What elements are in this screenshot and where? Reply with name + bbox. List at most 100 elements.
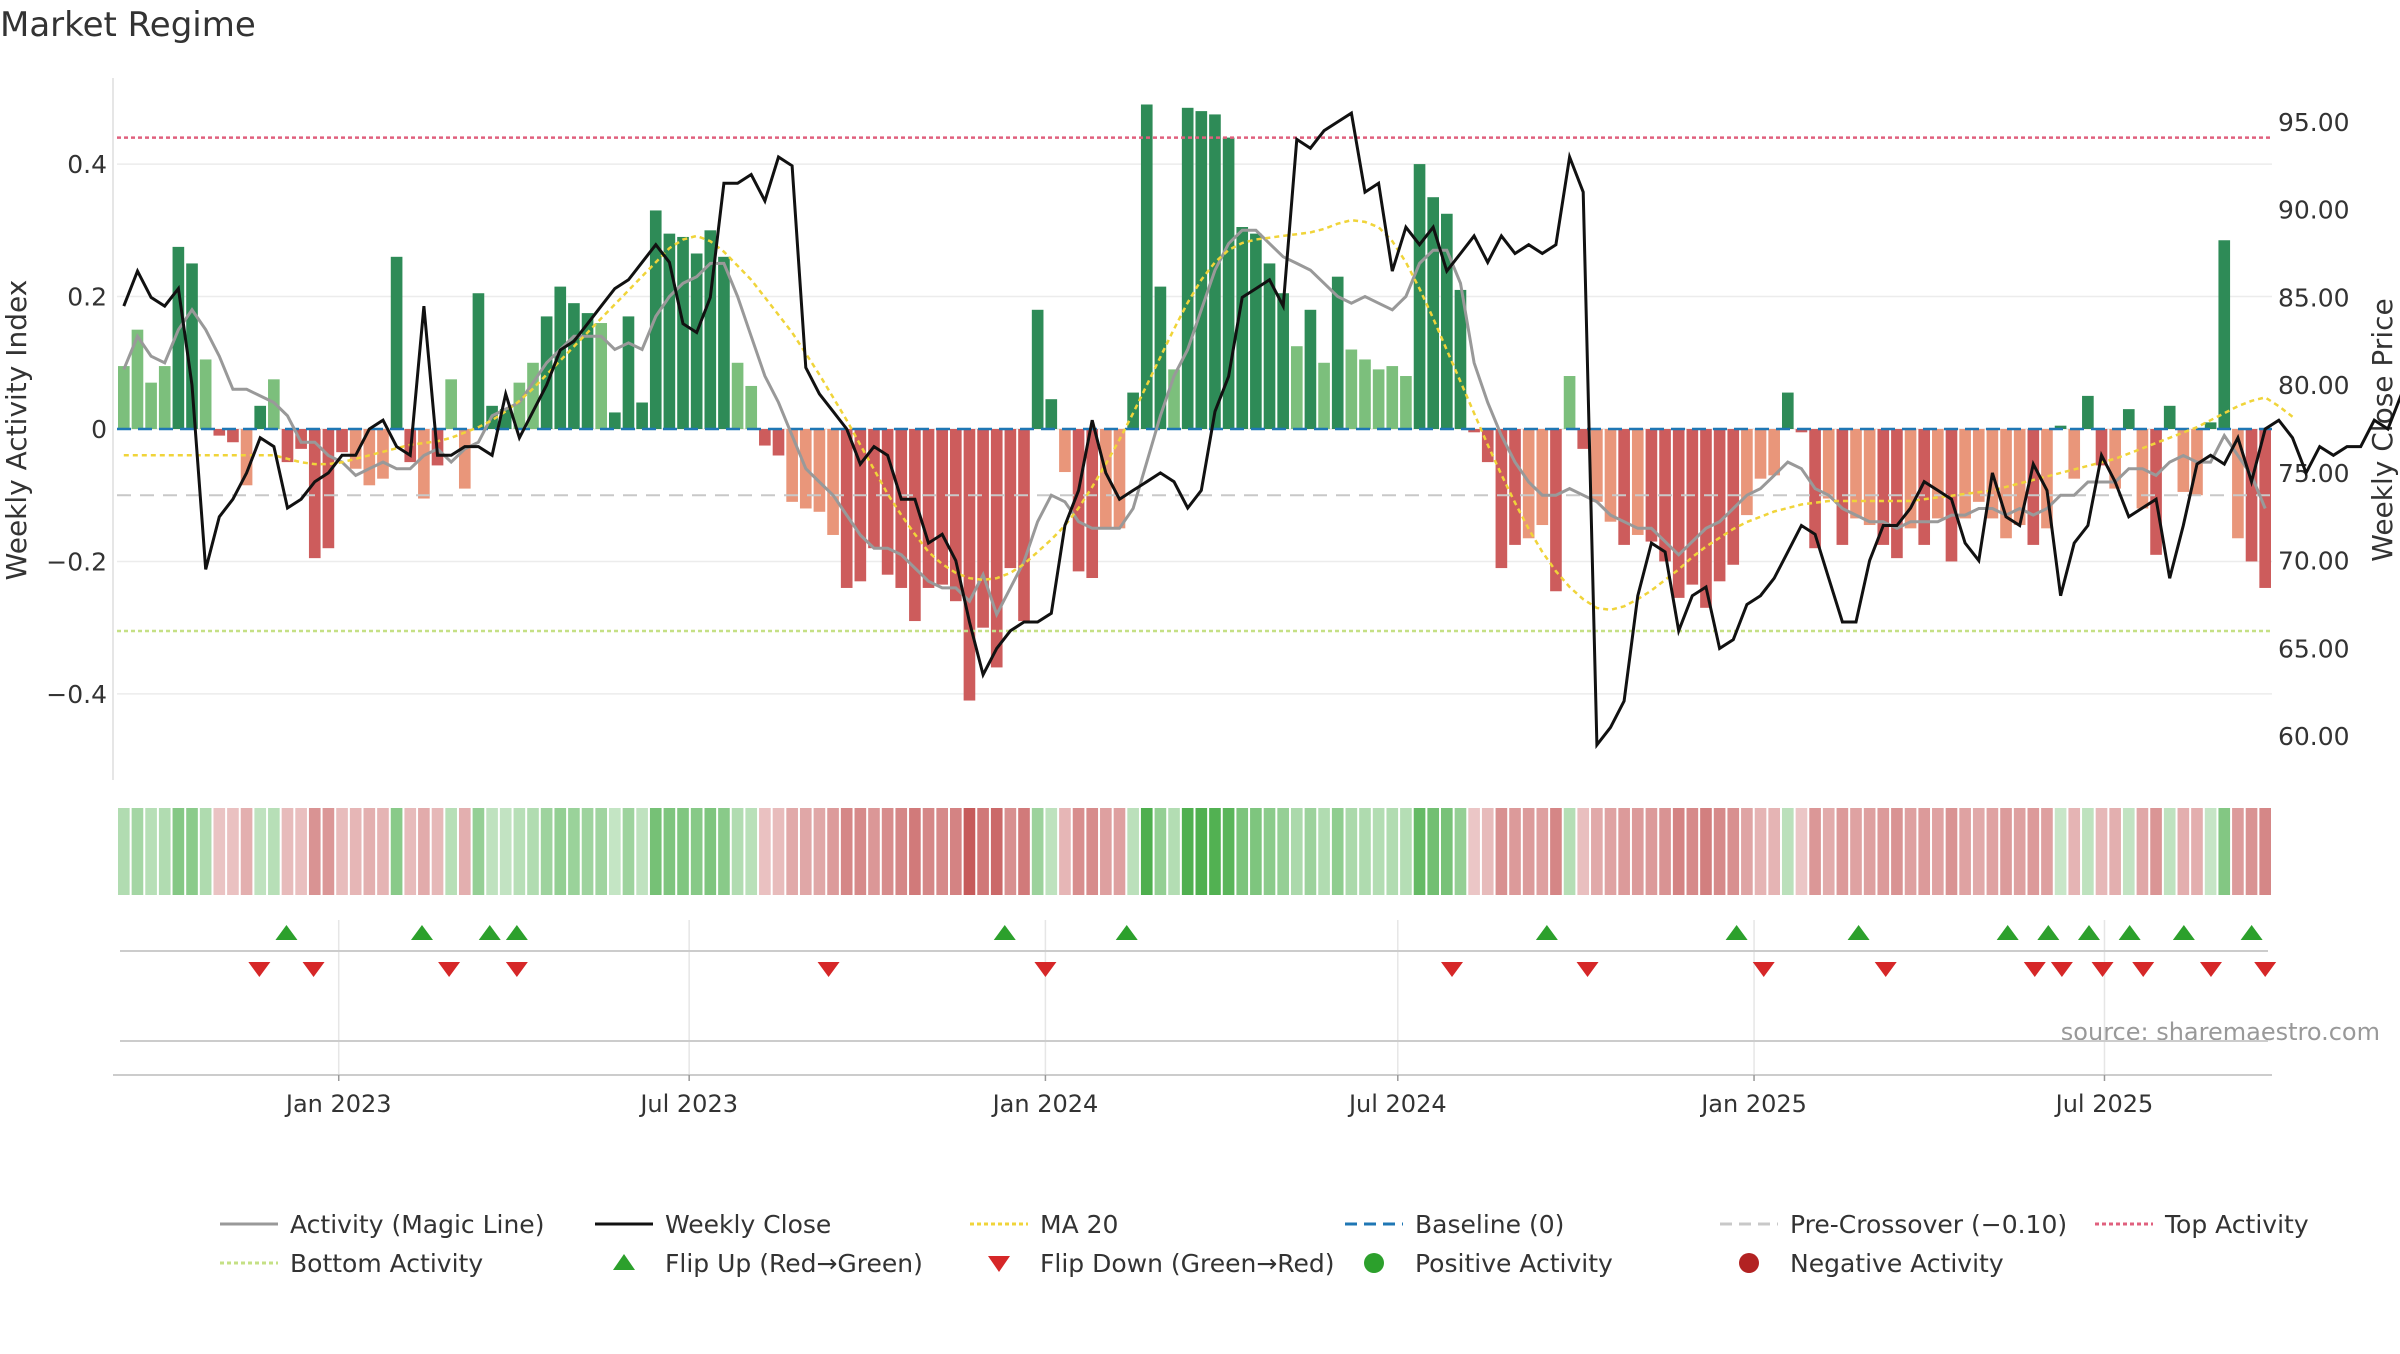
heat-strip-cell (2232, 808, 2244, 895)
activity-bar (349, 429, 362, 469)
activity-bar (1618, 429, 1630, 545)
heat-strip-cell (799, 808, 812, 895)
heat-strip-cell (1127, 808, 1139, 895)
activity-bar (1222, 137, 1235, 430)
activity-bar (2095, 429, 2108, 466)
heat-strip-cell (1850, 808, 1862, 895)
heat-strip-cell (2136, 808, 2149, 895)
legend-swatch (988, 1256, 1010, 1272)
activity-bar (2204, 422, 2217, 429)
legend-label: MA 20 (1040, 1210, 1118, 1239)
heat-strip-cell (1686, 808, 1699, 895)
heat-strip-cell (1495, 808, 1508, 895)
heat-strip-cell (2218, 808, 2231, 895)
y-right-tick-label: 70.00 (2278, 547, 2350, 576)
activity-bar (677, 236, 689, 429)
flip-up-marker (1847, 925, 1870, 940)
heat-strip-cell (268, 808, 280, 895)
heat-strip-cell (1018, 808, 1030, 895)
activity-bar (595, 323, 608, 429)
heat-strip-cell (1591, 808, 1603, 895)
heat-strip-cell (677, 808, 689, 895)
heat-strip-cell (2109, 808, 2121, 895)
legend-label: Negative Activity (1790, 1249, 2004, 1278)
y-right-tick-label: 60.00 (2278, 722, 2350, 751)
activity-bar (636, 402, 648, 429)
heat-strip-cell (1413, 808, 1426, 895)
legend-label: Weekly Close (665, 1210, 831, 1239)
activity-bar (1550, 429, 1562, 592)
heat-strip-cell (1168, 808, 1180, 895)
activity-bar (922, 429, 935, 588)
legend-item: Activity (Magic Line) (220, 1210, 544, 1239)
legend-swatch (1739, 1253, 1759, 1273)
activity-bar (1672, 429, 1685, 598)
activity-bar (1059, 429, 1071, 473)
heat-strip-cell (1345, 808, 1358, 895)
activity-magic-line (122, 228, 2267, 619)
heat-strip-cell (540, 808, 553, 895)
heat-strip-cell (131, 808, 144, 895)
heat-strip-cell (840, 808, 853, 895)
chart-title: Market Regime (0, 5, 256, 45)
activity-bar (1454, 289, 1467, 429)
heat-strip-cell (1195, 808, 1208, 895)
heat-strip-cell (336, 808, 348, 895)
activity-bar (1400, 376, 1412, 429)
activity-bar (2150, 429, 2162, 555)
activity-bar (1754, 429, 1767, 479)
activity-bar (609, 412, 621, 429)
heat-strip-cell (2041, 808, 2053, 895)
activity-bar (718, 256, 730, 429)
activity-bar (1850, 429, 1862, 519)
activity-bar (786, 429, 798, 502)
heat-strip-cell (1904, 808, 1917, 895)
heat-strip-cell (486, 808, 498, 895)
heat-strip-cell (1181, 808, 1194, 895)
y-axis-left-label: Weekly Activity Index (0, 280, 33, 581)
activity-bar (308, 429, 321, 559)
x-tick-label: Jan 2023 (284, 1090, 392, 1118)
activity-bar (990, 429, 1003, 668)
flip-down-marker (2050, 962, 2073, 977)
activity-bar (1004, 429, 1017, 569)
activity-bar (1263, 263, 1276, 429)
activity-bar (1304, 309, 1317, 429)
heat-strip-cell (1250, 808, 1262, 895)
heat-strip-cell (377, 808, 389, 895)
heat-strip-cell (390, 808, 403, 895)
heat-strip-cell (731, 808, 744, 895)
activity-bar (1631, 429, 1644, 535)
activity-bar (895, 429, 908, 588)
y-right-tick-label: 85.00 (2278, 283, 2350, 312)
legend-item: Pre-Crossover (−0.10) (1720, 1210, 2067, 1239)
activity-bar (240, 429, 253, 486)
heat-strip-cell (2068, 808, 2081, 895)
heat-strip-cell (1481, 808, 1494, 895)
y-right-tick-label: 65.00 (2278, 634, 2350, 663)
heat-strip-cell (458, 808, 471, 895)
activity-bar (1441, 213, 1453, 429)
y-axis-right-label: Weekly Close Price (2366, 298, 2399, 561)
heat-strip-cell (881, 808, 894, 895)
activity-bar (363, 429, 376, 486)
legend-item: MA 20 (970, 1210, 1118, 1239)
activity-bar (1863, 429, 1876, 526)
activity-bar (1236, 227, 1249, 429)
flip-down-marker (1034, 962, 1057, 977)
activity-bar (1100, 429, 1112, 529)
heat-strip-cell (1154, 808, 1167, 895)
activity-bar (254, 405, 267, 429)
heat-strip-cell (1045, 808, 1058, 895)
heat-strip-cell (1932, 808, 1944, 895)
activity-bar (527, 362, 539, 429)
activity-bar (499, 409, 512, 429)
activity-bar (554, 286, 567, 429)
legend-item: Positive Activity (1364, 1249, 1613, 1278)
heat-strip-cell (2122, 808, 2135, 895)
heat-strip-cell (308, 808, 321, 895)
activity-bar (1277, 293, 1289, 429)
activity-bar (977, 429, 989, 628)
heat-strip-cell (827, 808, 839, 895)
heat-strip-cell (895, 808, 908, 895)
